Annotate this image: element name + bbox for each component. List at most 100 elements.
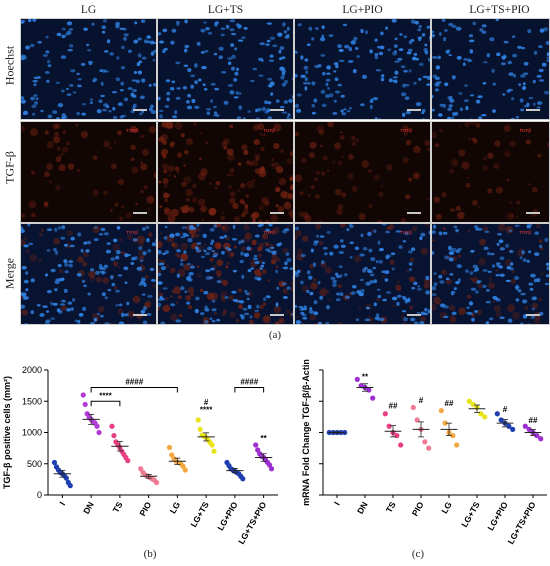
- nucleus: [102, 108, 107, 112]
- x-tick-label: PIO: [137, 500, 153, 518]
- nucleus: [205, 107, 212, 111]
- tgf-signal: [423, 282, 430, 289]
- nucleus: [428, 36, 430, 39]
- nucleus: [47, 114, 53, 119]
- tgf-signal: [259, 167, 266, 174]
- nucleus: [447, 107, 452, 112]
- nucleus: [45, 273, 48, 277]
- nucleus: [312, 262, 317, 267]
- nucleus: [146, 312, 152, 317]
- y-tick-label: 500: [27, 459, 42, 469]
- nucleus: [400, 65, 406, 69]
- nucleus: [60, 55, 67, 59]
- nucleus: [100, 314, 104, 318]
- tgf-signal: [482, 165, 488, 171]
- tgf-signal: [273, 305, 282, 314]
- nucleus: [106, 39, 111, 44]
- nucleus: [233, 96, 239, 99]
- tgf-signal: [432, 303, 437, 311]
- nucleus: [286, 116, 290, 119]
- tgf-signal: [270, 214, 278, 222]
- nucleus: [377, 240, 381, 245]
- tgf-signal: [92, 189, 99, 196]
- nucleus: [499, 316, 505, 319]
- nucleus: [176, 21, 180, 26]
- nucleus: [163, 236, 168, 240]
- tgf-signal: [424, 224, 430, 227]
- nucleus: [394, 60, 400, 63]
- significance-bracket: [90, 387, 178, 393]
- nucleus: [142, 227, 146, 231]
- nucleus: [438, 113, 443, 117]
- nucleus: [538, 68, 544, 73]
- nucleus: [247, 304, 252, 310]
- tgf-signal: [220, 290, 228, 298]
- tgf-signal: [441, 269, 447, 275]
- nucleus: [104, 322, 110, 324]
- tgf-signal: [140, 163, 148, 171]
- nucleus: [325, 94, 330, 98]
- data-point: [180, 463, 186, 469]
- nucleus: [227, 248, 232, 251]
- tgf-signal: [470, 122, 475, 125]
- nucleus: [399, 33, 403, 36]
- nucleus: [257, 107, 262, 112]
- nucleus: [491, 68, 495, 73]
- tgf-signal: [257, 246, 263, 252]
- tgf-signal: [506, 179, 510, 182]
- tgf-signal: [302, 235, 309, 242]
- nucleus: [499, 256, 505, 260]
- nucleus: [348, 106, 352, 110]
- nucleus: [191, 98, 196, 104]
- nucleus: [187, 275, 191, 279]
- nucleus: [508, 72, 514, 76]
- nucleus: [231, 290, 237, 294]
- scale-bar: [407, 109, 421, 111]
- tgf-signal: [243, 150, 249, 155]
- data-point: [82, 401, 88, 407]
- tgf-signal: [146, 195, 155, 204]
- nucleus: [203, 88, 208, 91]
- nucleus: [408, 268, 412, 272]
- tgf-signal: [77, 169, 80, 172]
- nucleus: [303, 65, 309, 70]
- nucleus: [32, 79, 38, 83]
- nucleus: [432, 251, 435, 255]
- nucleus: [33, 94, 38, 97]
- tgf-signal: [282, 288, 289, 294]
- nucleus: [254, 234, 260, 238]
- nucleus: [155, 238, 156, 242]
- nucleus: [28, 242, 34, 246]
- tgf-signal: [300, 191, 304, 195]
- tgf-signal: [477, 283, 483, 289]
- tgf-signal: [228, 185, 232, 190]
- tgf-signal: [277, 206, 284, 213]
- nucleus: [469, 94, 475, 97]
- tgf-signal: [203, 243, 207, 246]
- data-point: [182, 467, 188, 473]
- nucleus: [411, 56, 417, 61]
- nucleus: [496, 242, 500, 246]
- tgf-signal: [231, 168, 234, 172]
- tgf-signal: [494, 140, 501, 147]
- nucleus: [380, 77, 385, 82]
- nucleus: [89, 321, 96, 324]
- column-header-lg-ts: LG+TS: [207, 4, 244, 16]
- nucleus: [379, 317, 385, 322]
- tgf-signal: [309, 141, 317, 149]
- nucleus: [83, 241, 88, 245]
- nucleus: [398, 48, 404, 51]
- nucleus: [231, 54, 236, 59]
- nucleus: [227, 57, 233, 60]
- nucleus: [366, 306, 370, 310]
- nucleus: [304, 77, 308, 82]
- nucleus: [175, 319, 181, 323]
- nucleus: [472, 21, 477, 26]
- nucleus: [286, 26, 290, 31]
- tgf-signal: [240, 212, 246, 218]
- micrograph-texture: [432, 19, 549, 119]
- tgf-signal: [144, 300, 152, 308]
- nucleus: [467, 58, 471, 63]
- tgf-signal: [289, 311, 293, 318]
- nucleus: [413, 281, 418, 286]
